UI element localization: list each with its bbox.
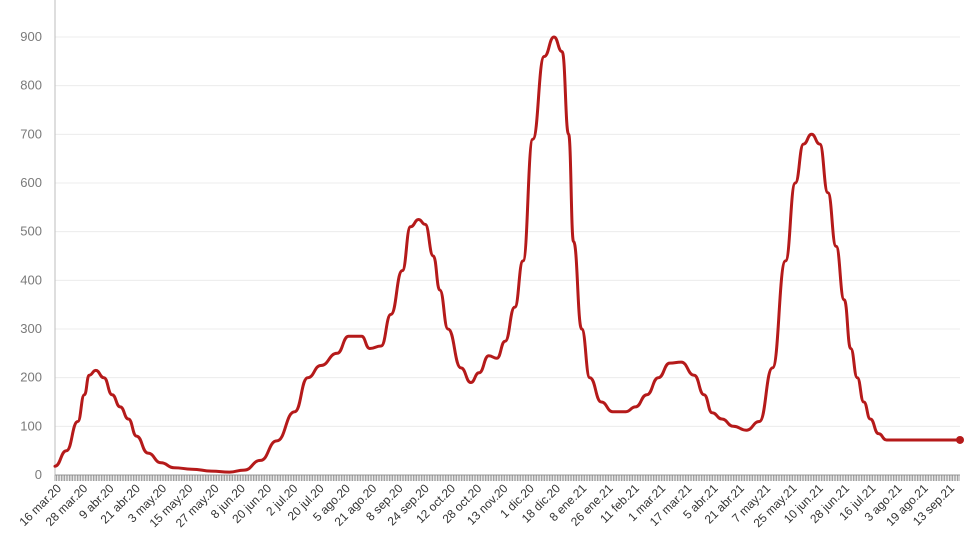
y-tick-label: 600 bbox=[20, 175, 42, 190]
y-tick-label: 500 bbox=[20, 224, 42, 239]
y-tick-label: 300 bbox=[20, 321, 42, 336]
y-tick-label: 400 bbox=[20, 272, 42, 287]
y-tick-label: 200 bbox=[20, 370, 42, 385]
gridlines bbox=[55, 36, 960, 427]
series-line bbox=[53, 35, 962, 474]
series bbox=[53, 35, 964, 474]
y-tick-label: 700 bbox=[20, 126, 42, 141]
y-axis: 0 100 200 300 400 500 600 700 800 900 bbox=[20, 29, 42, 482]
y-tick-label: 800 bbox=[20, 78, 42, 93]
series-end-point bbox=[956, 435, 964, 444]
x-axis-minor-ticks bbox=[54, 475, 960, 481]
y-tick-label: 100 bbox=[20, 418, 42, 433]
y-tick-label: 900 bbox=[20, 29, 42, 44]
y-tick-label: 0 bbox=[35, 467, 42, 482]
